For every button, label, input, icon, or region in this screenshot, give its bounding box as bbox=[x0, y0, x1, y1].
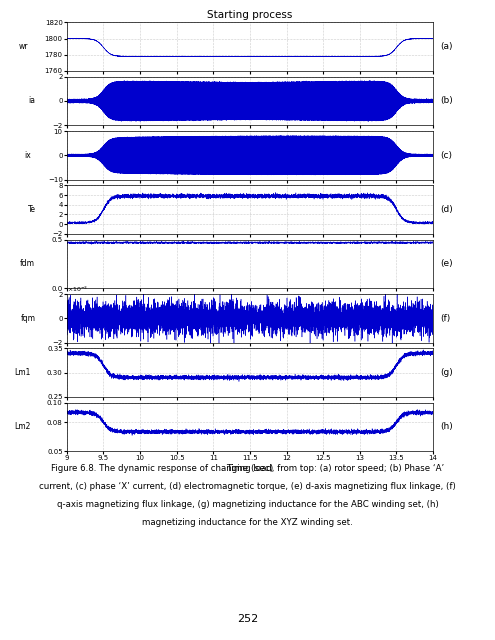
Text: (b): (b) bbox=[441, 97, 453, 106]
Text: (a): (a) bbox=[441, 42, 453, 51]
Y-axis label: Lm1: Lm1 bbox=[14, 368, 30, 377]
Text: (h): (h) bbox=[441, 422, 453, 431]
Y-axis label: Lm2: Lm2 bbox=[14, 422, 30, 431]
Text: (f): (f) bbox=[441, 314, 451, 323]
Text: $\times10^{-3}$: $\times10^{-3}$ bbox=[67, 284, 89, 294]
Title: Starting process: Starting process bbox=[207, 10, 293, 20]
Y-axis label: Te: Te bbox=[28, 205, 36, 214]
Y-axis label: fdm: fdm bbox=[20, 259, 35, 268]
Text: q-axis magnetizing flux linkage, (g) magnetizing inductance for the ABC winding : q-axis magnetizing flux linkage, (g) mag… bbox=[56, 500, 439, 509]
Y-axis label: ix: ix bbox=[24, 151, 31, 160]
Text: magnetizing inductance for the XYZ winding set.: magnetizing inductance for the XYZ windi… bbox=[142, 518, 353, 527]
Text: (c): (c) bbox=[441, 151, 452, 160]
Text: (e): (e) bbox=[441, 259, 453, 268]
X-axis label: Time (sec): Time (sec) bbox=[226, 464, 274, 473]
Text: current, (c) phase ‘X’ current, (d) electromagnetic torque, (e) d-axis magnetizi: current, (c) phase ‘X’ current, (d) elec… bbox=[39, 482, 456, 491]
Text: (g): (g) bbox=[441, 368, 453, 377]
Text: (d): (d) bbox=[441, 205, 453, 214]
Y-axis label: fqm: fqm bbox=[21, 314, 36, 323]
Y-axis label: ia: ia bbox=[29, 97, 36, 106]
Y-axis label: wr: wr bbox=[18, 42, 28, 51]
Text: Figure 6.8. The dynamic response of changing load, from top: (a) rotor speed; (b: Figure 6.8. The dynamic response of chan… bbox=[51, 464, 444, 473]
Text: 252: 252 bbox=[237, 614, 258, 624]
